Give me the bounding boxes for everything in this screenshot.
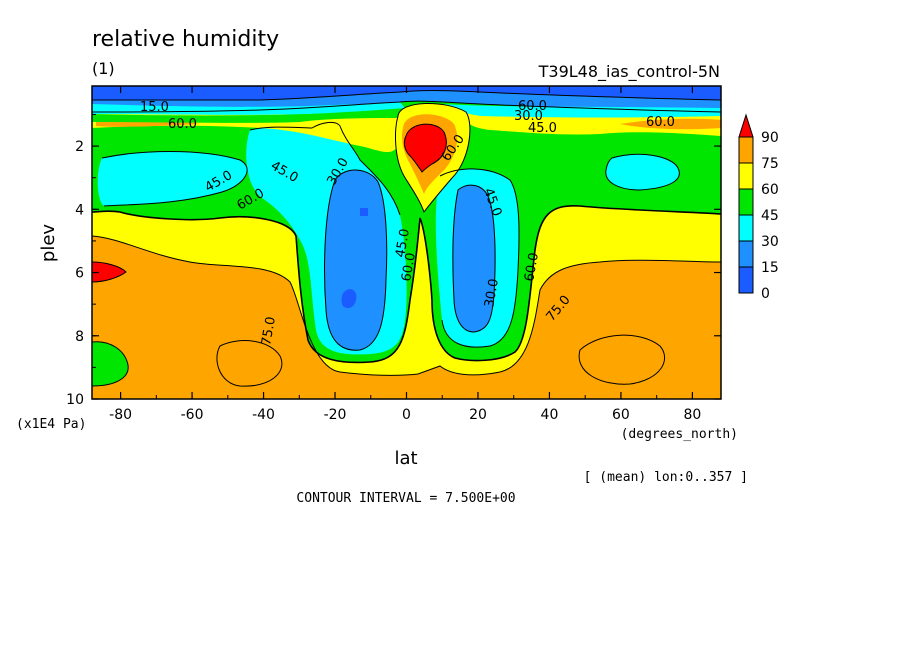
y-tick-label: 8 bbox=[75, 329, 84, 345]
y-tick-label: 4 bbox=[75, 202, 84, 218]
colorbar: 90 75 60 45 30 15 0 bbox=[738, 113, 779, 302]
x-tick-label: -40 bbox=[252, 407, 275, 423]
x-axis-label: lat bbox=[394, 448, 417, 469]
contour-line-11 bbox=[249, 121, 401, 216]
band-green-thin bbox=[92, 111, 405, 123]
band-cyan-thin-r bbox=[440, 104, 721, 118]
band-orange-top-r bbox=[620, 118, 721, 130]
contour-label: 15.0 bbox=[140, 100, 169, 115]
colorbar-box bbox=[738, 188, 754, 216]
contour-line-5 bbox=[452, 184, 496, 333]
contour-label: 75.0 bbox=[259, 316, 279, 347]
dataset-label: T39L48_ias_control-5N bbox=[538, 62, 720, 82]
contour-label: 45.0 bbox=[393, 228, 413, 259]
contour-line-3 bbox=[92, 205, 721, 364]
contour-line-2 bbox=[92, 100, 721, 113]
y-axis-label: plev bbox=[38, 224, 59, 263]
band-blue-right bbox=[452, 185, 496, 332]
band-green-ll bbox=[92, 341, 129, 386]
contour-line-14 bbox=[216, 340, 283, 387]
x-axis: -80 -60 -40 -20 0 20 40 60 80 bbox=[109, 86, 701, 423]
colorbar-label: 45 bbox=[761, 208, 779, 224]
colorbar-label: 75 bbox=[761, 156, 779, 172]
band-navy-1 bbox=[360, 208, 368, 216]
contour-fill bbox=[92, 86, 721, 399]
contour-label: 60.0 bbox=[168, 117, 197, 132]
contour-label: 60.0 bbox=[399, 252, 419, 283]
band-navy-2 bbox=[341, 289, 357, 309]
x-tick-label: 60 bbox=[612, 407, 630, 423]
band-cyan-lp bbox=[97, 151, 248, 206]
colorbar-label: 60 bbox=[761, 182, 779, 198]
contour-line-4 bbox=[324, 169, 388, 351]
colorbar-label: 15 bbox=[761, 260, 779, 276]
colorbar-label: 30 bbox=[761, 234, 779, 250]
contour-line-1 bbox=[92, 90, 721, 101]
colorbar-box bbox=[738, 266, 754, 294]
band-yellow-top-r bbox=[460, 111, 721, 136]
colorbar-box bbox=[738, 162, 754, 190]
contour-label: 60.0 bbox=[518, 99, 547, 114]
band-blue-left bbox=[324, 170, 387, 351]
y-tick-label: 10 bbox=[66, 392, 84, 408]
band-cyan-rp bbox=[605, 154, 680, 190]
x-tick-label: -20 bbox=[324, 407, 347, 423]
x-units: (degrees_north) bbox=[621, 427, 738, 442]
colorbar-box bbox=[738, 136, 754, 164]
y-tick-label: 6 bbox=[75, 266, 84, 282]
contour-label: 45.0 bbox=[528, 121, 557, 136]
colorbar-box bbox=[738, 214, 754, 242]
averaging-note: [ (mean) lon:0..357 ] bbox=[584, 470, 748, 485]
colorbar-label: 90 bbox=[761, 130, 779, 146]
contour-line-6 bbox=[403, 123, 447, 173]
band-red-bubble bbox=[404, 124, 447, 172]
contour-label: 60.0 bbox=[646, 115, 675, 130]
contour-line-7 bbox=[395, 103, 471, 214]
y-tick-label: 2 bbox=[75, 139, 84, 155]
x-tick-label: -80 bbox=[109, 407, 132, 423]
contour-label: 30.0 bbox=[514, 109, 543, 124]
contour-line-10 bbox=[605, 153, 680, 191]
x-tick-label: 80 bbox=[683, 407, 701, 423]
x-tick-label: 40 bbox=[541, 407, 559, 423]
contour-labels: 15.0 60.0 45.0 30.0 45.0 60.0 60.0 45.0 … bbox=[140, 99, 675, 347]
x-tick-label: 20 bbox=[469, 407, 487, 423]
x-tick-label: -60 bbox=[181, 407, 204, 423]
y-units: (x1E4 Pa) bbox=[16, 417, 86, 432]
contour-line-15 bbox=[578, 334, 666, 385]
x-tick-label: 0 bbox=[402, 407, 411, 423]
contour-line-9 bbox=[101, 151, 248, 207]
colorbar-label: 0 bbox=[761, 286, 770, 302]
contour-line-8 bbox=[92, 235, 721, 376]
contour-interval: CONTOUR INTERVAL = 7.500E+00 bbox=[296, 491, 515, 506]
contour-line-13 bbox=[92, 341, 129, 387]
y-axis: 2 4 6 8 10 bbox=[66, 113, 721, 408]
band-navy-top bbox=[92, 86, 721, 100]
colorbar-overflow bbox=[738, 113, 754, 138]
contour-line-12 bbox=[439, 168, 520, 348]
chart-title: relative humidity bbox=[92, 27, 279, 52]
contour-label: 30.0 bbox=[482, 278, 502, 309]
contour-label: 60.0 bbox=[522, 252, 542, 283]
contour-line-16 bbox=[92, 261, 127, 283]
colorbar-box bbox=[738, 240, 754, 268]
contour-lines bbox=[92, 90, 721, 387]
panel-label: (1) bbox=[92, 59, 115, 78]
